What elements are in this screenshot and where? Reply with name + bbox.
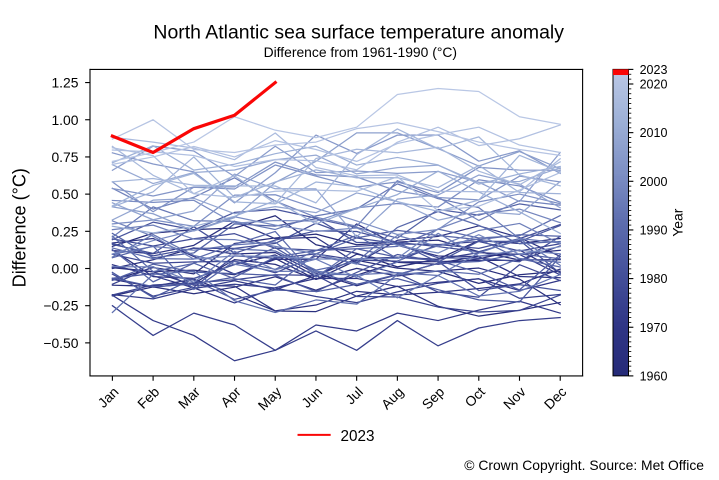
svg-text:1990: 1990 xyxy=(640,223,668,237)
svg-text:2010: 2010 xyxy=(640,126,668,140)
svg-text:North Atlantic sea surface tem: North Atlantic sea surface temperature a… xyxy=(153,21,564,43)
svg-text:1960: 1960 xyxy=(640,369,668,383)
svg-text:2000: 2000 xyxy=(640,175,668,189)
svg-text:−0.50: −0.50 xyxy=(43,335,78,351)
svg-text:2020: 2020 xyxy=(640,78,668,92)
svg-text:Difference from 1961-1990 (°C): Difference from 1961-1990 (°C) xyxy=(264,44,457,60)
svg-text:1.00: 1.00 xyxy=(51,112,78,128)
svg-text:−0.25: −0.25 xyxy=(43,298,78,314)
svg-text:1.25: 1.25 xyxy=(51,75,78,91)
svg-text:1970: 1970 xyxy=(640,321,668,335)
svg-text:Difference (°C): Difference (°C) xyxy=(10,168,30,287)
svg-text:Year: Year xyxy=(669,208,685,236)
svg-text:0.00: 0.00 xyxy=(51,261,78,277)
svg-text:© Crown Copyright. Source: Met: © Crown Copyright. Source: Met Office xyxy=(464,457,704,473)
svg-text:0.50: 0.50 xyxy=(51,186,78,202)
svg-text:0.25: 0.25 xyxy=(51,223,78,239)
svg-text:0.75: 0.75 xyxy=(51,149,78,165)
svg-text:2023: 2023 xyxy=(640,63,668,77)
svg-text:2023: 2023 xyxy=(341,428,375,445)
svg-text:1980: 1980 xyxy=(640,272,668,286)
